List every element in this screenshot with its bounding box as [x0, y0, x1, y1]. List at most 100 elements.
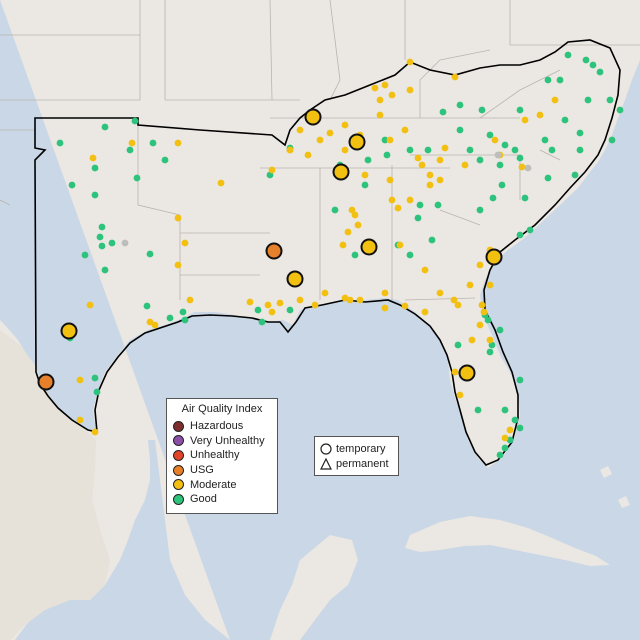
temporary-station-marker[interactable]: [332, 163, 350, 181]
station-marker[interactable]: [268, 308, 276, 316]
station-marker[interactable]: [476, 206, 484, 214]
station-marker[interactable]: [166, 314, 174, 322]
station-marker[interactable]: [286, 146, 294, 154]
station-marker[interactable]: [108, 239, 116, 247]
station-marker[interactable]: [179, 308, 187, 316]
temporary-station-marker[interactable]: [60, 322, 78, 340]
station-marker[interactable]: [143, 302, 151, 310]
temporary-station-marker[interactable]: [286, 270, 304, 288]
station-marker[interactable]: [76, 376, 84, 384]
station-marker[interactable]: [456, 126, 464, 134]
station-marker[interactable]: [496, 161, 504, 169]
station-marker[interactable]: [421, 308, 429, 316]
station-marker[interactable]: [511, 416, 519, 424]
station-marker[interactable]: [381, 289, 389, 297]
station-marker[interactable]: [436, 156, 444, 164]
station-marker[interactable]: [376, 111, 384, 119]
station-marker[interactable]: [461, 161, 469, 169]
station-marker[interactable]: [91, 191, 99, 199]
station-marker[interactable]: [181, 239, 189, 247]
station-marker[interactable]: [494, 151, 502, 159]
station-marker[interactable]: [76, 416, 84, 424]
station-marker[interactable]: [480, 308, 488, 316]
station-marker[interactable]: [296, 296, 304, 304]
station-marker[interactable]: [68, 181, 76, 189]
station-marker[interactable]: [424, 146, 432, 154]
station-marker[interactable]: [86, 301, 94, 309]
station-marker[interactable]: [376, 96, 384, 104]
station-marker[interactable]: [381, 304, 389, 312]
station-marker[interactable]: [396, 241, 404, 249]
station-marker[interactable]: [91, 428, 99, 436]
temporary-station-marker[interactable]: [458, 364, 476, 382]
station-marker[interactable]: [371, 84, 379, 92]
station-marker[interactable]: [541, 136, 549, 144]
station-marker[interactable]: [344, 228, 352, 236]
station-marker[interactable]: [466, 146, 474, 154]
station-marker[interactable]: [89, 154, 97, 162]
station-marker[interactable]: [91, 374, 99, 382]
station-marker[interactable]: [174, 139, 182, 147]
station-marker[interactable]: [418, 161, 426, 169]
station-marker[interactable]: [451, 368, 459, 376]
station-marker[interactable]: [388, 196, 396, 204]
station-marker[interactable]: [561, 116, 569, 124]
station-marker[interactable]: [584, 96, 592, 104]
station-marker[interactable]: [296, 126, 304, 134]
station-marker[interactable]: [361, 171, 369, 179]
station-marker[interactable]: [91, 164, 99, 172]
station-marker[interactable]: [478, 106, 486, 114]
station-marker[interactable]: [174, 214, 182, 222]
station-marker[interactable]: [406, 196, 414, 204]
station-marker[interactable]: [149, 139, 157, 147]
station-marker[interactable]: [383, 151, 391, 159]
station-marker[interactable]: [56, 139, 64, 147]
station-marker[interactable]: [456, 391, 464, 399]
station-marker[interactable]: [268, 166, 276, 174]
station-marker[interactable]: [264, 301, 272, 309]
station-marker[interactable]: [589, 61, 597, 69]
station-marker[interactable]: [326, 129, 334, 137]
temporary-station-marker[interactable]: [304, 108, 322, 126]
station-marker[interactable]: [421, 266, 429, 274]
station-marker[interactable]: [596, 68, 604, 76]
temporary-station-marker[interactable]: [348, 133, 366, 151]
station-marker[interactable]: [451, 73, 459, 81]
station-marker[interactable]: [516, 376, 524, 384]
station-marker[interactable]: [246, 298, 254, 306]
station-marker[interactable]: [516, 154, 524, 162]
station-marker[interactable]: [146, 318, 154, 326]
station-marker[interactable]: [548, 146, 556, 154]
station-marker[interactable]: [93, 388, 101, 396]
station-marker[interactable]: [311, 301, 319, 309]
station-marker[interactable]: [161, 156, 169, 164]
station-marker[interactable]: [428, 236, 436, 244]
station-marker[interactable]: [608, 136, 616, 144]
station-marker[interactable]: [551, 96, 559, 104]
station-marker[interactable]: [536, 111, 544, 119]
station-marker[interactable]: [388, 91, 396, 99]
station-marker[interactable]: [401, 302, 409, 310]
station-marker[interactable]: [133, 174, 141, 182]
station-marker[interactable]: [361, 181, 369, 189]
station-marker[interactable]: [401, 126, 409, 134]
station-marker[interactable]: [450, 296, 458, 304]
station-marker[interactable]: [486, 348, 494, 356]
station-marker[interactable]: [486, 281, 494, 289]
temporary-station-marker[interactable]: [360, 238, 378, 256]
station-marker[interactable]: [524, 164, 532, 172]
station-marker[interactable]: [414, 154, 422, 162]
station-marker[interactable]: [486, 336, 494, 344]
station-marker[interactable]: [468, 336, 476, 344]
station-marker[interactable]: [381, 81, 389, 89]
station-marker[interactable]: [131, 117, 139, 125]
station-marker[interactable]: [98, 242, 106, 250]
station-marker[interactable]: [441, 144, 449, 152]
station-marker[interactable]: [476, 321, 484, 329]
station-marker[interactable]: [521, 116, 529, 124]
station-marker[interactable]: [406, 146, 414, 154]
station-marker[interactable]: [386, 136, 394, 144]
station-marker[interactable]: [582, 56, 590, 64]
station-marker[interactable]: [544, 174, 552, 182]
